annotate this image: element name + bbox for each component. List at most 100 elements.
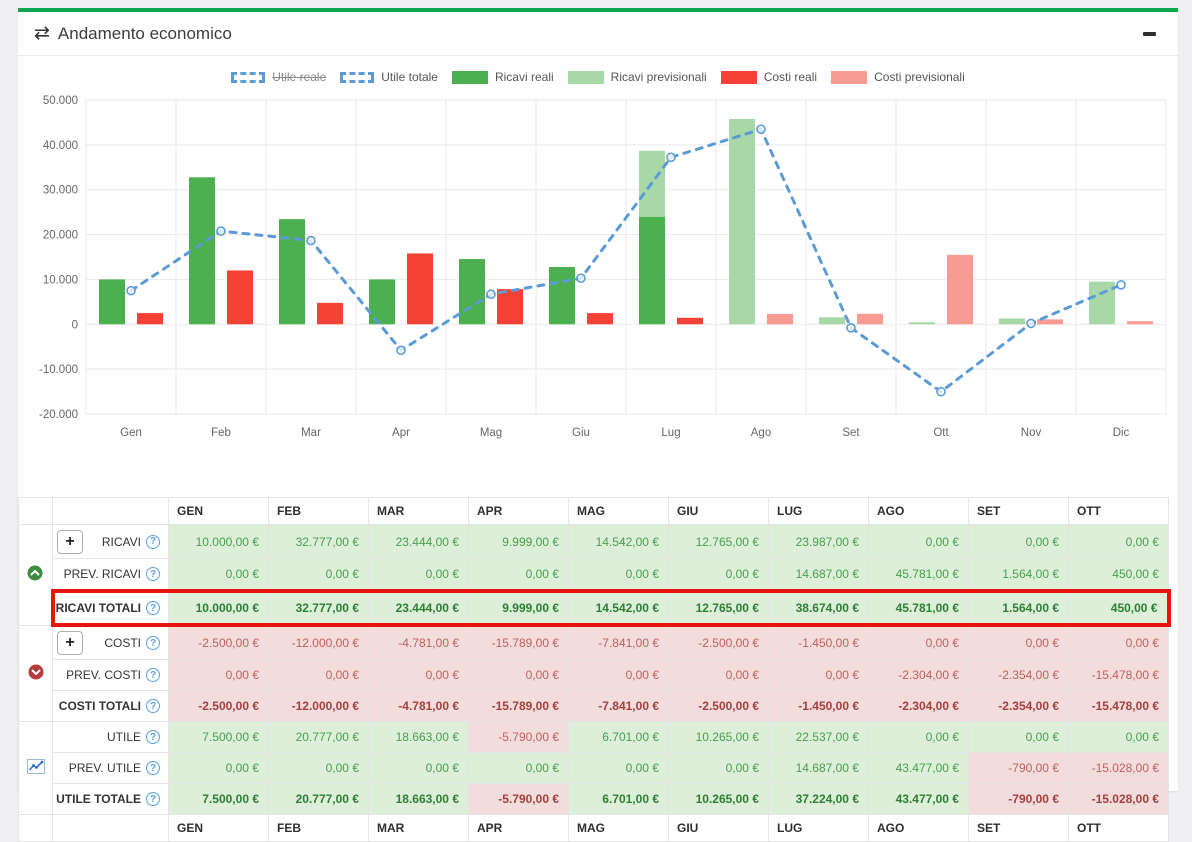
- column-header-apr: APR: [468, 497, 569, 525]
- table-cell: 0,00 €: [468, 752, 569, 784]
- table-cell: -2.500,00 €: [168, 624, 269, 660]
- add-ricavi-button[interactable]: +: [57, 529, 83, 554]
- color-swatch-icon: [720, 70, 757, 84]
- help-icon[interactable]: ?: [146, 668, 160, 682]
- column-footer-lug: LUG: [768, 814, 869, 842]
- table-cell: 0,00 €: [168, 558, 269, 592]
- table-cell: 0,00 €: [868, 524, 969, 559]
- legend-item-ricavi-previsionali[interactable]: Ricavi previsionali: [567, 70, 707, 84]
- legend-item-utile-totale[interactable]: Utile totale: [340, 70, 438, 84]
- legend-item-costi-previsionali[interactable]: Costi previsionali: [831, 70, 965, 84]
- table-cell: -2.354,00 €: [968, 659, 1069, 691]
- x-axis-tick: Lug: [661, 427, 680, 439]
- table-cell: 37.224,00 €: [768, 783, 869, 815]
- legend-item-ricavi-reali[interactable]: Ricavi reali: [451, 70, 554, 84]
- table-cell: 0,00 €: [868, 624, 969, 660]
- table-area: GEN FEB MAR APR MAG GIU LUG AGO SET OTT + RICAVI? 1…: [18, 497, 1178, 842]
- table-cell: 45.781,00 €: [868, 558, 969, 592]
- help-icon[interactable]: ?: [146, 730, 160, 744]
- row-label: UTILE: [106, 730, 141, 744]
- x-axis-tick: Apr: [392, 427, 410, 439]
- row-label: PREV. UTILE: [68, 761, 141, 775]
- column-footer-ott: OTT: [1068, 814, 1169, 842]
- table-cell: 0,00 €: [968, 721, 1069, 753]
- table-cell: 0,00 €: [1068, 721, 1169, 753]
- table-cell: -2.500,00 €: [668, 690, 769, 722]
- y-axis-tick: 50.000: [43, 95, 78, 107]
- panel-title-text: Andamento economico: [57, 23, 232, 43]
- table-cell: 22.537,00 €: [768, 721, 869, 753]
- column-footer-gen: GEN: [168, 814, 269, 842]
- x-axis-tick: Mag: [480, 427, 502, 439]
- table-cell: 0,00 €: [668, 659, 769, 691]
- table-cell: 32.777,00 €: [268, 589, 369, 627]
- table-cell: 0,00 €: [368, 752, 469, 784]
- trend-down-circle-icon: [18, 624, 53, 722]
- table-cell: 0,00 €: [1068, 624, 1169, 660]
- table-cell: 6.701,00 €: [568, 783, 669, 815]
- table-cell: 20.777,00 €: [268, 721, 369, 753]
- chart-area: Utile reale Utile totale Ricavi reali Ricav…: [18, 56, 1178, 485]
- help-icon[interactable]: ?: [146, 534, 160, 549]
- swap-arrows-icon: ⇄: [34, 23, 50, 44]
- y-axis-tick: -10.000: [39, 364, 78, 376]
- table-cell: 6.701,00 €: [568, 721, 669, 753]
- table-cell: -15.028,00 €: [1068, 783, 1169, 815]
- column-footer-set: SET: [968, 814, 1069, 842]
- y-axis-tick: 10.000: [43, 274, 78, 286]
- table-cell: 0,00 €: [268, 659, 369, 691]
- table-row-ricavi: + RICAVI? 10.000,00 €32.777,00 €23.444,00 …: [18, 524, 1169, 626]
- color-swatch-icon: [451, 70, 488, 84]
- table-cell: 14.542,00 €: [568, 589, 669, 627]
- table-cell: 0,00 €: [1068, 524, 1169, 559]
- dashed-line-swatch-icon: [231, 71, 266, 83]
- table-cell: 1.564,00 €: [968, 558, 1069, 592]
- legend-label: Ricavi previsionali: [610, 70, 707, 84]
- column-header-feb: FEB: [268, 497, 369, 525]
- row-label: RICAVI: [101, 534, 141, 549]
- table-cell: 450,00 €: [1068, 589, 1171, 627]
- table-cell: 32.777,00 €: [268, 524, 369, 559]
- table-row-costi: + COSTI? -2.500,00 € -12.000,00 € -4.781,00 …: [18, 624, 1169, 722]
- help-icon[interactable]: ?: [146, 792, 160, 806]
- table-cell: 10.000,00 €: [168, 589, 269, 627]
- help-icon[interactable]: ?: [146, 636, 160, 650]
- help-icon[interactable]: ?: [146, 567, 160, 581]
- table-cell: -1.450,00 €: [768, 624, 869, 660]
- y-axis-tick: 30.000: [43, 185, 78, 197]
- x-axis-tick: Dic: [1113, 427, 1130, 439]
- help-icon[interactable]: ?: [146, 699, 160, 713]
- column-header-lug: LUG: [768, 497, 869, 525]
- y-axis-tick: -20.000: [39, 409, 78, 421]
- chart-legend: Utile reale Utile totale Ricavi reali Ricav…: [24, 70, 1172, 84]
- column-header-giu: GIU: [668, 497, 769, 525]
- column-footer-mar: MAR: [368, 814, 469, 842]
- table-cell: 18.663,00 €: [368, 783, 469, 815]
- legend-item-costi-reali[interactable]: Costi reali: [720, 70, 817, 84]
- x-axis-tick: Giu: [572, 427, 590, 439]
- legend-item-utile-reale[interactable]: Utile reale: [231, 70, 326, 84]
- help-icon[interactable]: ?: [146, 761, 160, 775]
- table-cell: -790,00 €: [968, 783, 1069, 815]
- row-label: PREV. COSTI: [66, 668, 141, 682]
- table-cell: 0,00 €: [168, 752, 269, 784]
- table-cell: 0,00 €: [268, 752, 369, 784]
- help-icon[interactable]: ?: [146, 601, 160, 615]
- table-cell: 0,00 €: [168, 659, 269, 691]
- y-axis-tick: 40.000: [43, 140, 78, 152]
- legend-label: Ricavi reali: [494, 70, 554, 84]
- table-header-row: GEN FEB MAR APR MAG GIU LUG AGO SET OTT: [18, 497, 1169, 525]
- table-cell: 7.500,00 €: [168, 783, 269, 815]
- column-footer-ago: AGO: [868, 814, 969, 842]
- panel-title: ⇄ Andamento economico: [34, 22, 232, 45]
- table-row-costi-totali: COSTI TOTALI? -2.500,00 € -12.000,00 € -4.7…: [19, 690, 1169, 722]
- table-cell: -790,00 €: [968, 752, 1069, 784]
- table-cell: 9.999,00 €: [468, 524, 569, 559]
- collapse-button[interactable]: [1136, 24, 1162, 44]
- table-cell: 43.477,00 €: [868, 752, 969, 784]
- x-axis-tick: Set: [842, 427, 860, 439]
- color-swatch-icon: [567, 70, 604, 84]
- add-costi-button[interactable]: +: [57, 631, 83, 655]
- table-cell: 7.500,00 €: [168, 721, 269, 753]
- economics-table: GEN FEB MAR APR MAG GIU LUG AGO SET OTT + RICAVI? 1…: [18, 497, 1171, 842]
